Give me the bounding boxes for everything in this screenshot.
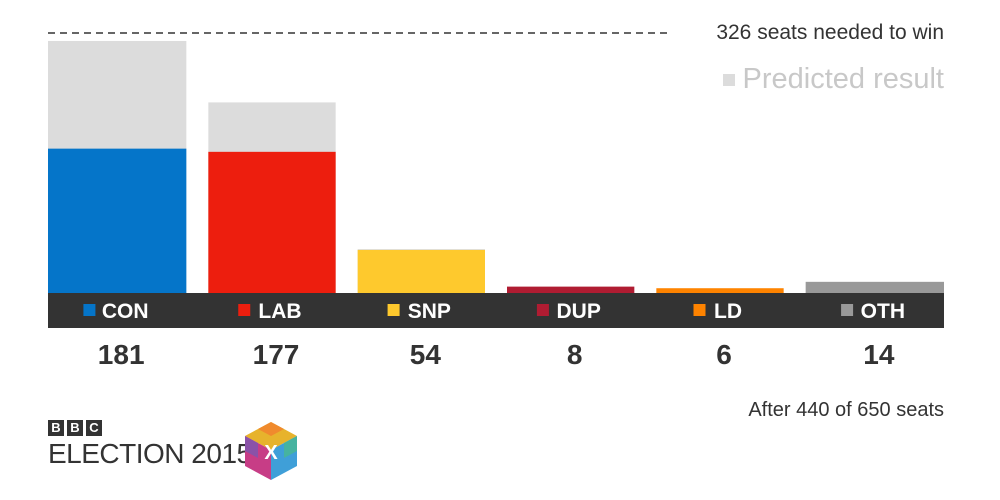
bbc-letter: B (67, 420, 83, 436)
election-cube-icon: X (245, 422, 297, 480)
value-label-dup: 8 (567, 339, 583, 370)
seat-chart: CON LAB SNP DUP LD OTH 181 177 54 8 6 14 (48, 32, 944, 370)
party-swatch-ld (693, 304, 706, 316)
party-swatch-dup (536, 304, 549, 316)
legend: Predicted result (722, 63, 945, 96)
bar-con (48, 148, 187, 293)
majority-label: 326 seats needed to win (716, 21, 944, 44)
bar-ld (656, 288, 784, 293)
party-label-oth: OTH (861, 300, 905, 323)
party-swatch-snp (387, 304, 400, 316)
value-label-snp: 54 (410, 339, 442, 370)
bbc-election-logo: B B C ELECTION 2015 X (48, 420, 308, 490)
actual-bars (48, 148, 944, 293)
party-label-con: CON (102, 300, 149, 323)
party-swatch-con (83, 304, 96, 316)
bbc-letter: C (86, 420, 102, 436)
legend-label: Predicted result (742, 63, 945, 95)
value-label-con: 181 (98, 339, 145, 370)
bar-snp (357, 249, 485, 293)
party-swatch-oth (841, 304, 854, 316)
party-label-lab: LAB (258, 300, 301, 323)
legend-swatch-predicted (722, 73, 735, 86)
seats-counted-footnote: After 440 of 650 seats (748, 399, 944, 421)
party-label-dup: DUP (556, 300, 600, 323)
value-label-ld: 6 (716, 339, 732, 370)
value-label-lab: 177 (253, 339, 300, 370)
party-label-snp: SNP (408, 300, 451, 323)
party-swatch-lab (238, 304, 251, 316)
party-label-strip (48, 293, 944, 328)
election-2015-text: ELECTION 2015 (48, 438, 252, 469)
party-labels: CON LAB SNP DUP LD OTH (83, 300, 905, 323)
value-labels: 181 177 54 8 6 14 (98, 339, 895, 370)
party-label-ld: LD (714, 300, 742, 323)
bbc-letter: B (48, 420, 64, 436)
cube-mark: X (264, 442, 278, 464)
value-label-oth: 14 (863, 339, 895, 370)
bar-dup (507, 286, 635, 293)
bar-oth (805, 281, 944, 293)
bbc-wordmark: B B C (48, 420, 308, 436)
bar-lab (208, 151, 336, 293)
